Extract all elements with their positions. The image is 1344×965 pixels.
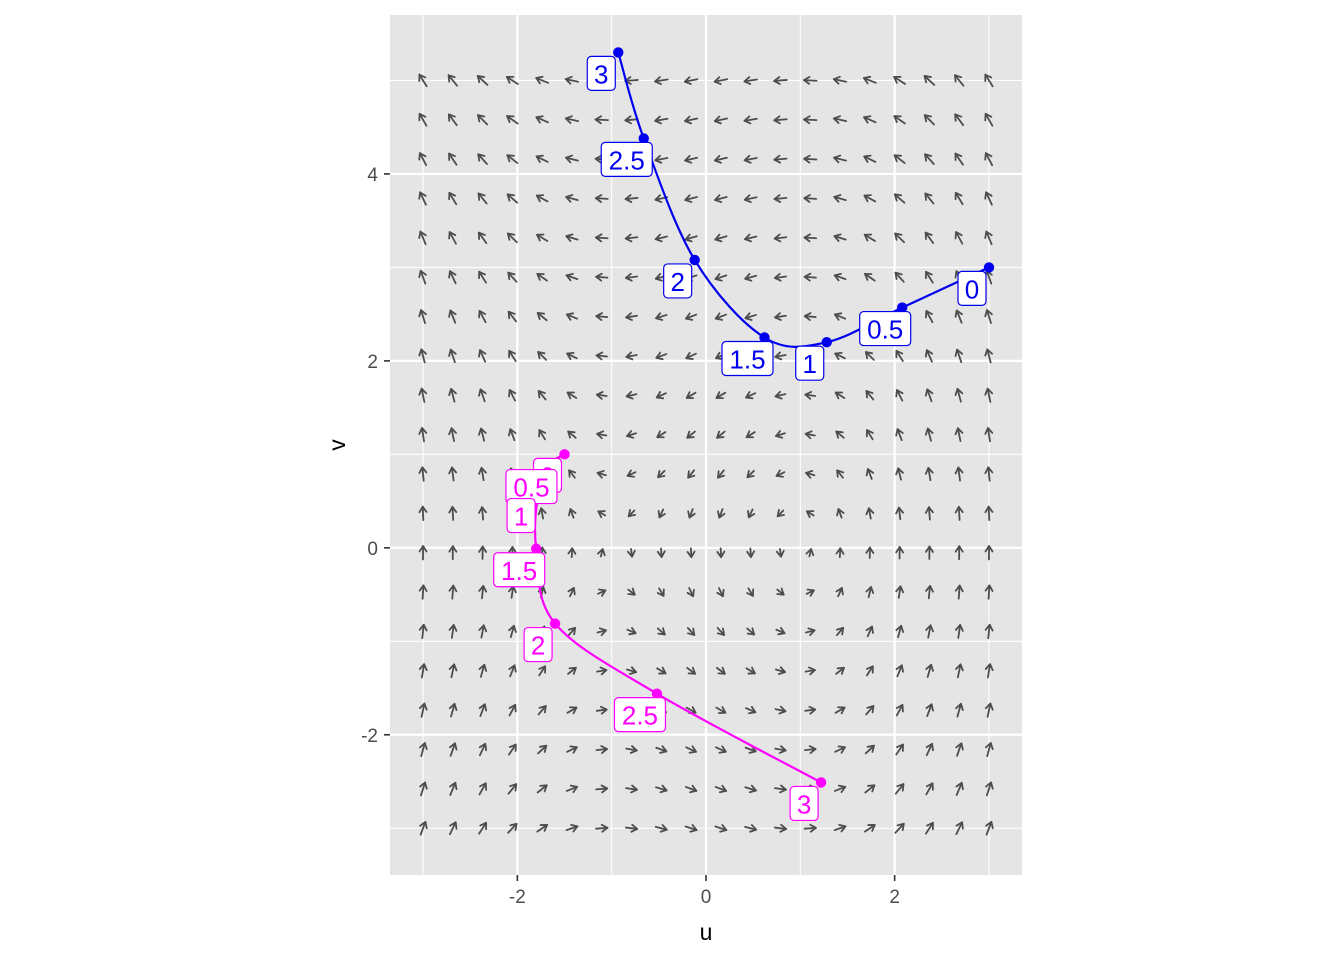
time-label-text: 1.5 (501, 556, 537, 586)
trajectory-point (689, 255, 699, 265)
trajectory-point (816, 777, 826, 787)
trajectory-point (559, 449, 569, 459)
time-label: 1.5 (722, 342, 773, 376)
y-tick-label: 4 (367, 165, 378, 186)
x-axis-title: u (700, 919, 713, 945)
time-label-text: 2.5 (622, 701, 658, 731)
trajectory-point (550, 618, 560, 628)
trajectory-point (822, 337, 832, 347)
time-label-text: 1.5 (729, 345, 765, 375)
time-label: 3 (587, 56, 615, 90)
time-label: 0.5 (860, 312, 911, 346)
time-label-text: 1 (803, 349, 817, 379)
x-tick-label: 2 (889, 887, 900, 908)
x-tick-label: -2 (509, 887, 526, 908)
time-label-text: 1 (514, 502, 528, 532)
time-label-text: 2 (670, 267, 684, 297)
time-label-text: 3 (594, 59, 608, 89)
time-label: 2.5 (614, 698, 665, 732)
time-label: 2.5 (601, 142, 652, 176)
time-label-text: 2 (531, 631, 545, 661)
time-label: 1 (507, 499, 535, 533)
x-tick-label: 0 (701, 887, 712, 908)
time-label-text: 0 (965, 274, 979, 304)
trajectory-point (984, 262, 994, 272)
time-label: 1.5 (494, 553, 545, 587)
y-tick-label: -2 (361, 726, 378, 747)
time-label: 2 (664, 264, 692, 298)
time-label-text: 2.5 (609, 145, 645, 175)
y-tick-label: 2 (367, 352, 378, 373)
time-label: 1 (796, 346, 824, 380)
y-axis-title: v (324, 439, 350, 451)
time-label-text: 0.5 (867, 315, 903, 345)
y-tick-label: 0 (367, 539, 378, 560)
time-label: 0 (958, 271, 986, 305)
trajectory-point (613, 47, 623, 57)
time-label: 2 (524, 628, 552, 662)
time-label-text: 3 (797, 789, 811, 819)
time-label: 3 (790, 786, 818, 820)
